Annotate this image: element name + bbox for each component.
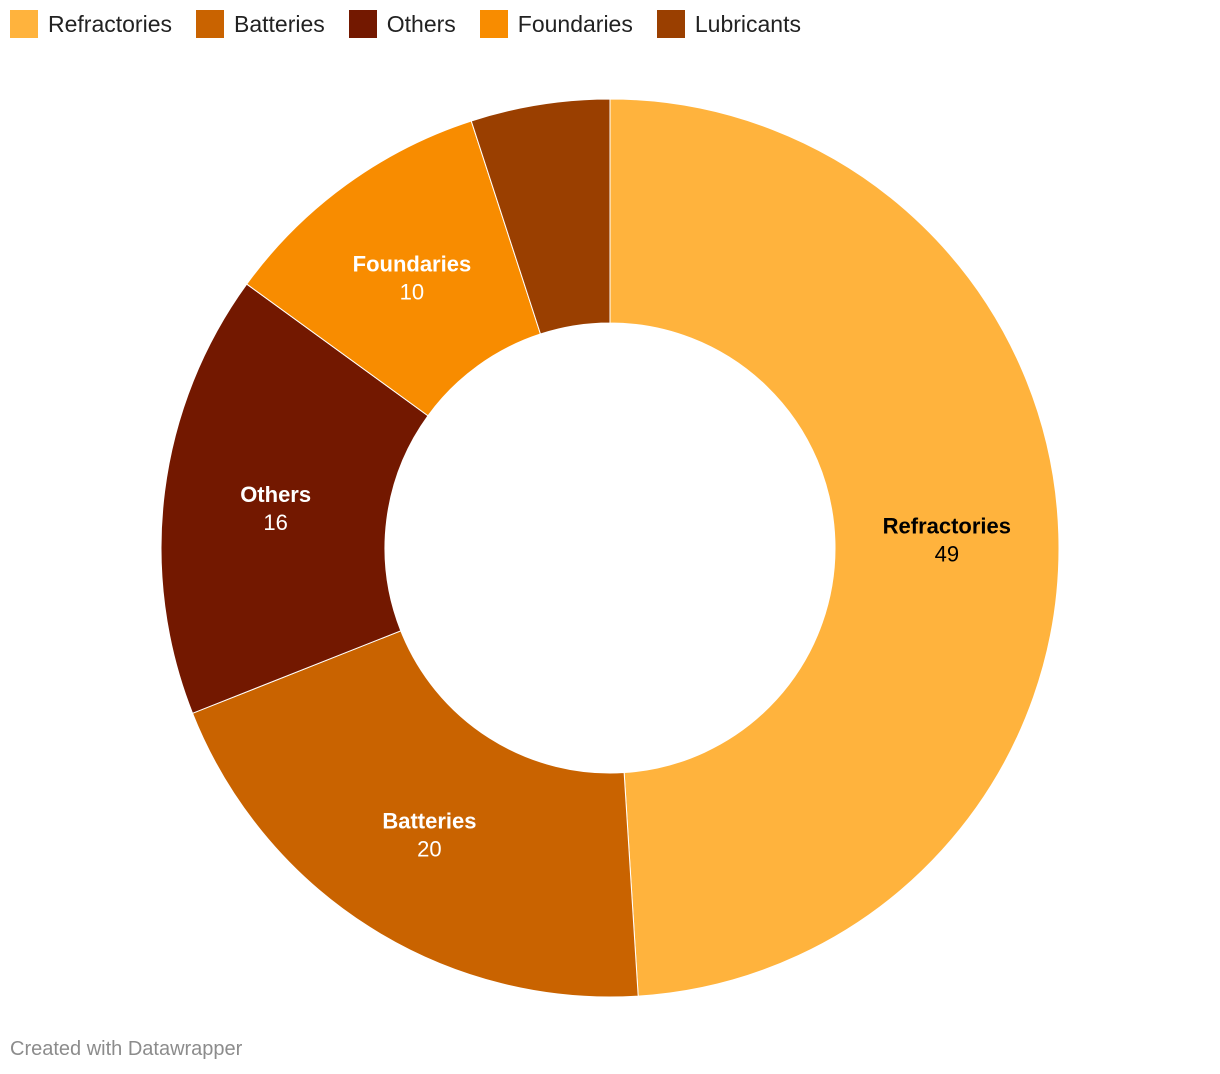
slice-lubricants[interactable] — [470, 98, 611, 335]
slice-labels: Refractories 49 Batteries 20 Others 16 Foundar… — [240, 251, 1011, 861]
legend-item-batteries[interactable]: Batteries — [195, 10, 325, 38]
donut-slices — [160, 98, 1060, 998]
legend-label-refractories: Refractories — [48, 10, 172, 37]
slice-label-name-others: Others — [240, 482, 311, 507]
slice-label-value-foundaries: 10 — [400, 279, 424, 304]
legend-swatch-others — [348, 10, 377, 38]
legend-item-others[interactable]: Others — [348, 10, 456, 38]
credit-text: Created with Datawrapper — [10, 1038, 243, 1060]
slice-label-name-batteries: Batteries — [382, 809, 476, 834]
slice-label-value-others: 16 — [263, 510, 287, 535]
legend-item-foundaries[interactable]: Foundaries — [479, 10, 633, 38]
legend-swatch-refractories — [10, 10, 38, 38]
legend-label-others: Others — [386, 10, 456, 37]
slice-batteries[interactable] — [191, 630, 639, 998]
legend-label-foundaries: Foundaries — [517, 10, 633, 37]
legend: Refractories Batteries Others Foundaries… — [10, 10, 825, 38]
legend-item-lubricants[interactable]: Lubricants — [656, 10, 801, 38]
legend-item-refractories[interactable]: Refractories — [10, 10, 172, 38]
slice-label-value-refractories: 49 — [935, 541, 959, 566]
slice-others[interactable] — [160, 283, 429, 714]
legend-swatch-foundaries — [479, 10, 508, 38]
legend-label-batteries: Batteries — [233, 10, 325, 37]
slice-label-value-batteries: 20 — [417, 837, 441, 862]
slice-label-name-foundaries: Foundaries — [353, 251, 472, 276]
slice-refractories[interactable] — [609, 98, 1060, 997]
slice-label-name-refractories: Refractories — [883, 513, 1011, 538]
legend-swatch-batteries — [195, 10, 224, 38]
legend-swatch-lubricants — [656, 10, 685, 38]
legend-label-lubricants: Lubricants — [694, 10, 801, 37]
